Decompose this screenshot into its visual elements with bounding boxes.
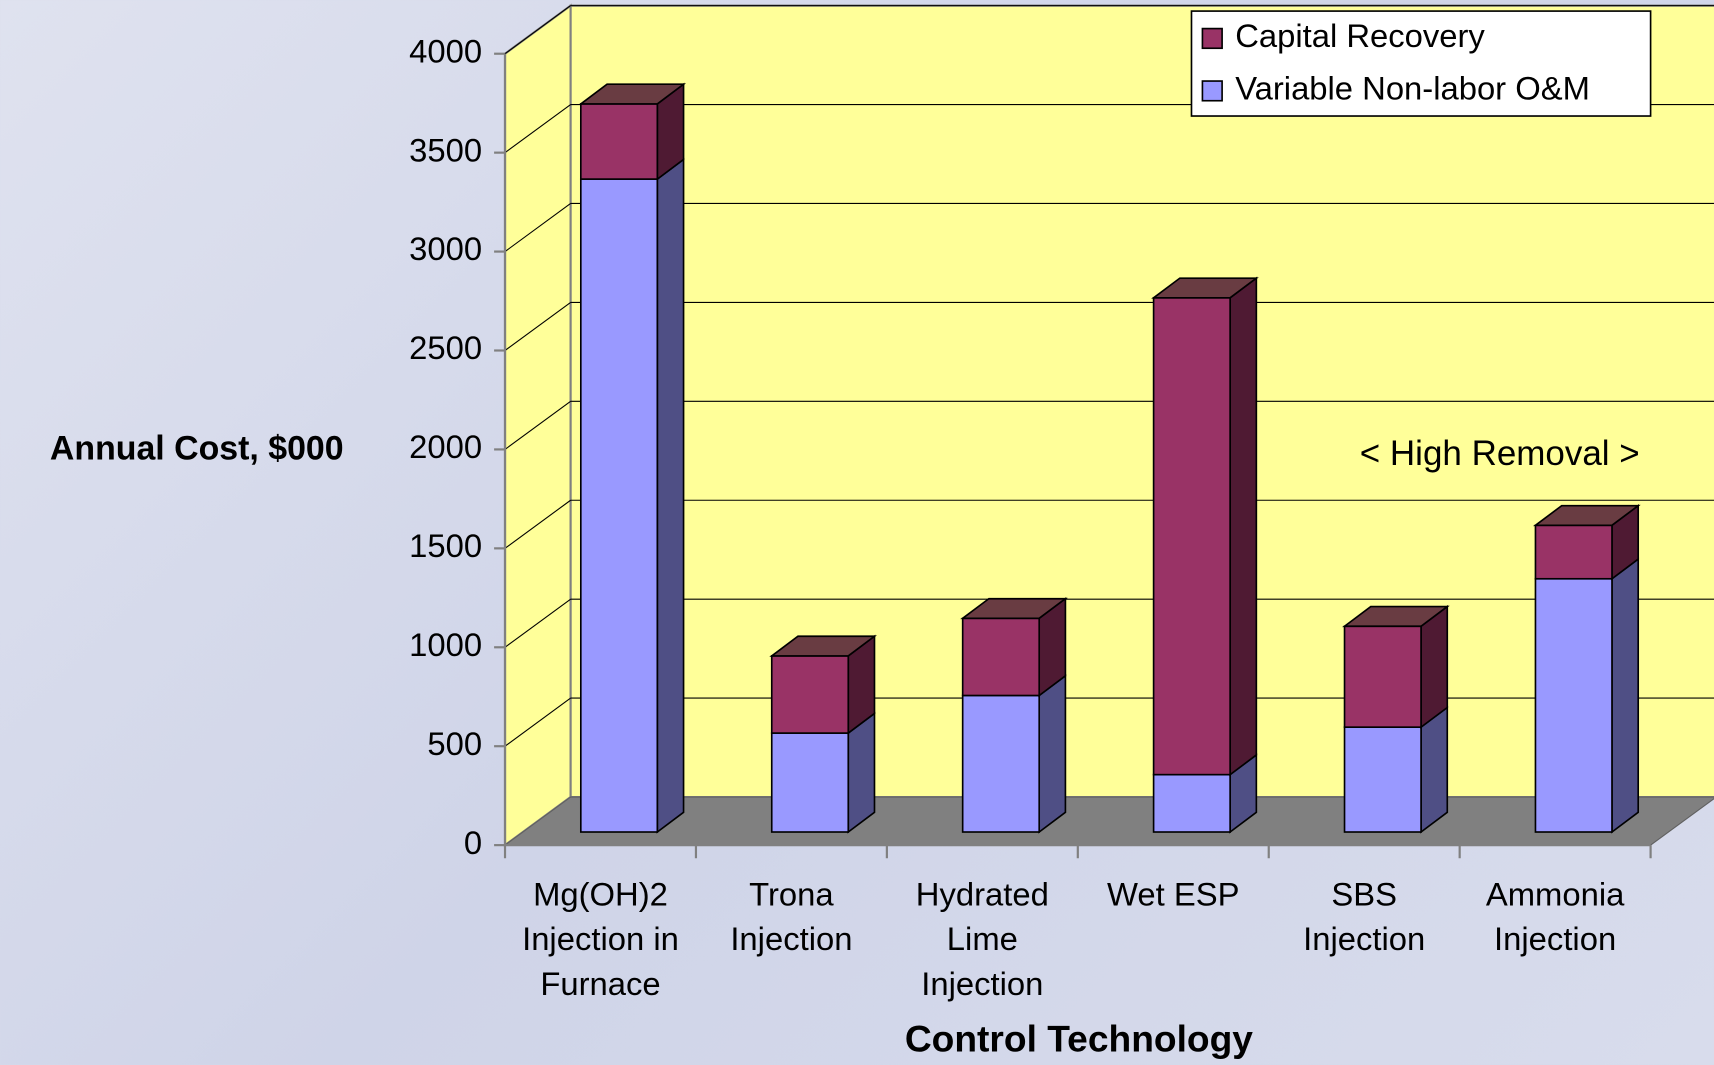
legend-swatch [1201,27,1223,50]
y-tick-label: 1500 [409,527,482,564]
x-tick-label-box: Ammonia Injection [1485,876,1625,958]
bar [579,103,659,180]
grid-line [504,5,571,55]
y-tick-label: 2000 [409,428,482,465]
bar [1534,577,1613,833]
x-tick-label-box: Mg(OH)2 Injection in Furnace [522,876,679,1003]
y-tick-label: 0 [464,824,482,861]
floor [503,796,1714,846]
x-tick-label: Ammonia Injection [1485,876,1625,958]
y-tick-label: 4000 [409,32,482,69]
legend [1190,10,1652,117]
x-tick-label: Wet ESP [1107,876,1240,913]
x-tick-label: Hydrated Lime Injection [915,876,1049,1003]
bar-side [1420,705,1449,834]
legend-items: Capital Recovery Variable Non-labor O&M [1201,17,1590,107]
annotation: < High Removal > [1360,434,1640,473]
bars [578,82,1641,834]
bar [1343,625,1422,728]
bar-top [1342,605,1450,628]
x-tick-label-box: Hydrated Lime Injection [915,876,1049,1003]
y-tick-label: 500 [427,725,482,762]
bar-side [1229,276,1258,777]
x-tick-label: Trona Injection [730,876,853,958]
grid-line [504,104,571,154]
grid-line [504,400,571,450]
grid-line [504,301,571,351]
x-tick-label: SBS Injection [1303,876,1426,958]
bar [579,178,659,833]
legend-label: Capital Recovery [1235,17,1485,54]
y-tick-label: 3000 [409,230,482,267]
grid-line [504,697,571,747]
bar-side [1611,557,1640,834]
x-tick-label-box: Wet ESP [1107,876,1240,913]
bar-side [1038,674,1067,834]
bar [1152,773,1231,833]
bar-side [847,711,876,834]
bar [961,617,1041,697]
bar-top [769,635,877,657]
bar [1152,296,1231,776]
bar [1534,524,1613,580]
grid-line [504,203,571,253]
bar [770,655,850,734]
bar-top [1151,277,1259,299]
y-tick-label: 2500 [409,329,482,366]
y-axis-title: Annual Cost, $000 [50,429,344,467]
bar [770,732,850,833]
bar-side [656,157,685,834]
bar-top [578,83,687,105]
x-tick-label-box: Trona Injection [730,876,853,958]
bar-side [1420,604,1449,729]
grid [494,5,1714,859]
bar-top [1532,504,1641,527]
legend-label: Variable Non-labor O&M [1235,70,1590,107]
legend-swatch [1201,80,1223,102]
x-tick-label: Mg(OH)2 Injection in Furnace [522,876,679,1003]
grid-line [504,499,571,549]
bar [961,694,1041,833]
x-tick-label-box: SBS Injection [1303,876,1426,958]
bar [1343,726,1422,833]
y-tick-label: 3500 [409,131,482,168]
grid-line [504,598,571,648]
y-tick-label: 1000 [409,626,482,663]
bar-top [960,597,1068,620]
x-axis-title: Control Technology [905,1018,1253,1060]
